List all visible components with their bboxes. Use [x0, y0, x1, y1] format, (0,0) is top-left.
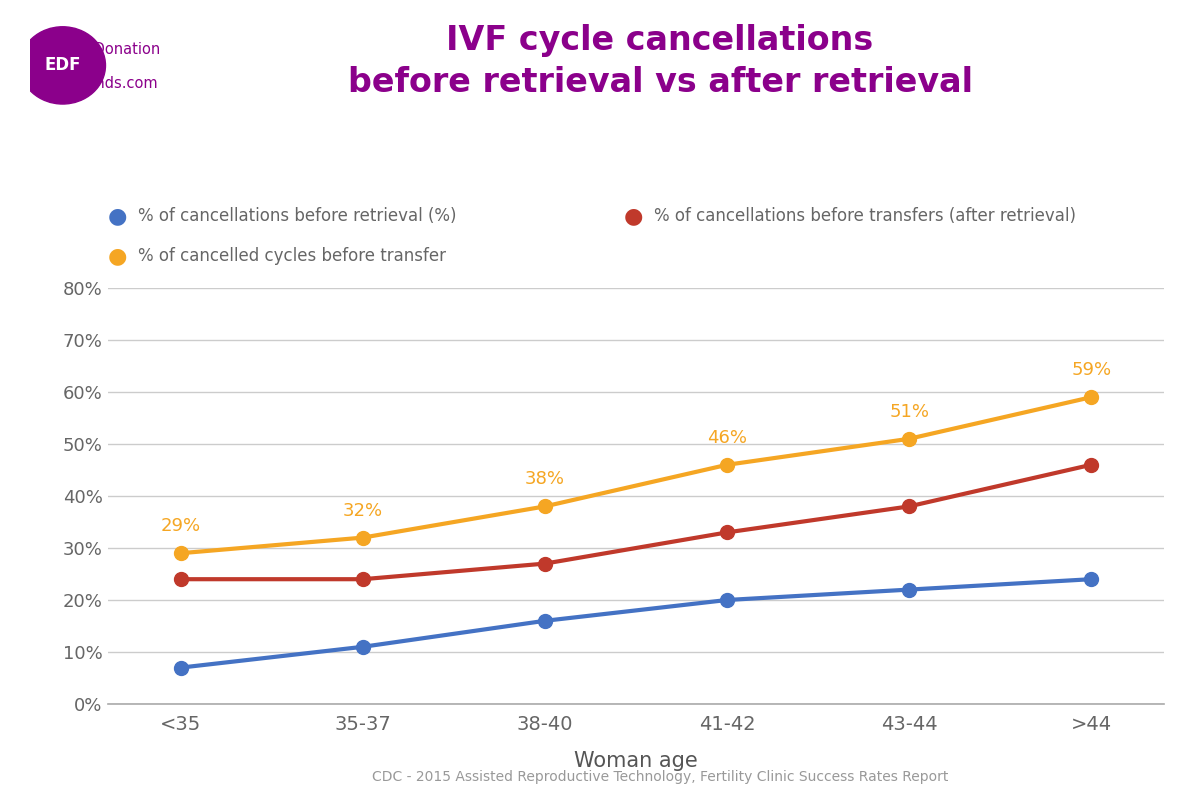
Text: 32%: 32% — [343, 502, 383, 519]
X-axis label: Woman age: Woman age — [574, 750, 698, 770]
Text: 38%: 38% — [524, 470, 565, 488]
Text: CDC - 2015 Assisted Reproductive Technology, Fertility Clinic Success Rates Repo: CDC - 2015 Assisted Reproductive Technol… — [372, 770, 948, 784]
Text: Friends.com: Friends.com — [70, 76, 158, 91]
Text: 46%: 46% — [707, 429, 748, 446]
Text: EggDonation: EggDonation — [66, 42, 161, 58]
Circle shape — [19, 26, 106, 104]
Text: 29%: 29% — [161, 517, 200, 535]
Text: % of cancellations before transfers (after retrieval): % of cancellations before transfers (aft… — [654, 207, 1076, 225]
Text: % of cancellations before retrieval (%): % of cancellations before retrieval (%) — [138, 207, 456, 225]
Text: % of cancelled cycles before transfer: % of cancelled cycles before transfer — [138, 247, 446, 265]
Text: ●: ● — [108, 246, 127, 266]
Text: ●: ● — [108, 206, 127, 226]
Text: EDF: EDF — [44, 56, 80, 74]
Text: 59%: 59% — [1072, 361, 1111, 379]
Text: IVF cycle cancellations
before retrieval vs after retrieval: IVF cycle cancellations before retrieval… — [348, 24, 972, 99]
Text: 51%: 51% — [889, 402, 929, 421]
Text: ●: ● — [624, 206, 643, 226]
